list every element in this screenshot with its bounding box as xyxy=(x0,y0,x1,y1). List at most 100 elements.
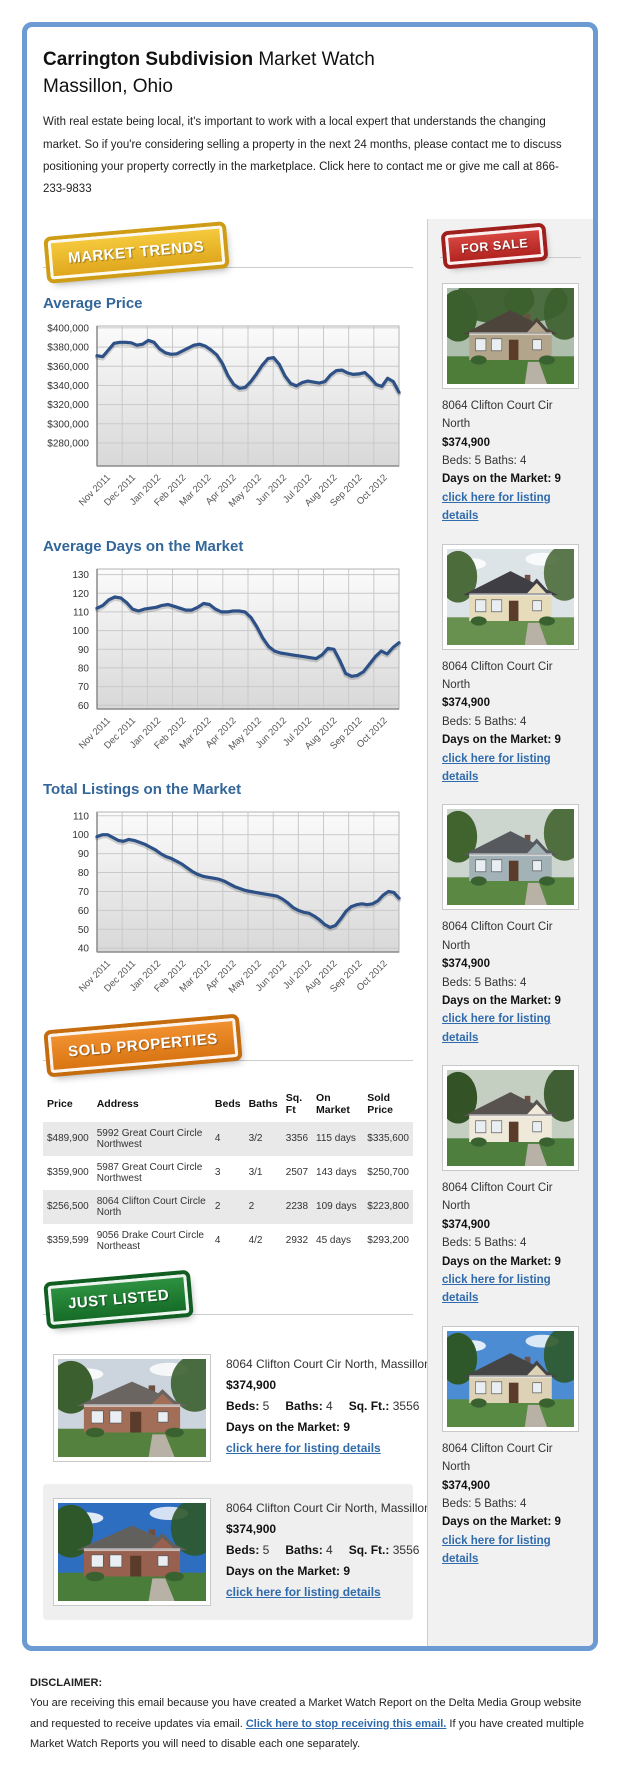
listing-days-on-market: Days on the Market: 9 xyxy=(226,1563,351,1578)
table-cell: 115 days xyxy=(316,1133,356,1145)
table-cell: 3/1 xyxy=(248,1167,263,1179)
unsubscribe-link[interactable]: Click here to stop receiving this email. xyxy=(245,1717,447,1730)
just-listed-badge: JUST LISTED xyxy=(47,1273,190,1325)
listing-details-link[interactable]: click here for listing details xyxy=(442,1534,551,1566)
listing-details-link[interactable]: click here for listing details xyxy=(442,491,551,523)
svg-text:70: 70 xyxy=(78,887,90,898)
svg-text:$340,000: $340,000 xyxy=(47,381,89,392)
listing-details-link[interactable]: click here for listing details xyxy=(442,1013,551,1044)
listing-beds-baths: Beds: 5 Baths: 4 xyxy=(442,976,527,989)
svg-text:90: 90 xyxy=(78,849,90,860)
email-frame: Carrington Subdivision Market Watch Massi… xyxy=(22,22,598,1651)
just-listed-item: 8064 Clifton Court Cir North, Massillon … xyxy=(43,1483,496,1620)
market-trends-header: MARKET TRENDS xyxy=(43,225,413,285)
page-subtitle: Massillon, Ohio xyxy=(43,75,173,97)
listing-info: 8064 Clifton Court Cir North $374,900 Be… xyxy=(442,1440,579,1569)
divider xyxy=(43,1059,413,1061)
column-header: Sq. Ft xyxy=(285,1091,303,1116)
table-header-row: Price Address Beds Baths Sq. Ft On Market Sold… xyxy=(43,1086,413,1122)
listing-beds-baths: Beds: 5 Baths: 4 xyxy=(442,1237,527,1250)
listing-days-on-market: Days on the Market: 9 xyxy=(442,734,561,747)
svg-text:100: 100 xyxy=(72,830,89,841)
for-sale-listing: 8064 Clifton Court Cir North $374,900 Be… xyxy=(442,1065,579,1308)
for-sale-listing: 8064 Clifton Court Cir North $374,900 Be… xyxy=(442,1325,579,1569)
for-sale-badge: FOR SALE xyxy=(444,226,545,266)
house-photo xyxy=(58,1502,206,1601)
listing-details-link[interactable]: click here for listing details xyxy=(442,752,551,783)
column-header: Sold Price xyxy=(367,1091,393,1116)
listing-price: $374,900 xyxy=(442,697,490,710)
for-sale-header: FOR SALE xyxy=(440,226,581,273)
chart-title-total-listings: Total Listings on the Market xyxy=(43,780,242,798)
listing-price: $374,900 xyxy=(226,1377,277,1392)
listing-price: $374,900 xyxy=(442,1479,490,1492)
table-cell: 8064 Clifton Court Circle North xyxy=(96,1195,206,1218)
table-cell: 4 xyxy=(214,1235,221,1247)
svg-text:60: 60 xyxy=(78,906,90,917)
column-header: Baths xyxy=(248,1097,278,1110)
sold-properties-badge: SOLD PROPERTIES xyxy=(47,1017,239,1073)
listing-price: $374,900 xyxy=(226,1521,277,1536)
table-cell: 5992 Great Court Circle Northwest xyxy=(96,1127,203,1150)
average-days-section: Average Days on the Market 130 120 110 100 9… xyxy=(43,538,413,767)
house-photo xyxy=(447,287,574,384)
average-days-chart: 130 120 110 100 90 80 70 60 Nov 2011 Dec 2011 Jan … xyxy=(43,561,413,767)
listing-info: 8064 Clifton Court Cir North $374,900 Be… xyxy=(442,1179,579,1308)
listing-address: 8064 Clifton Court Cir North xyxy=(442,399,553,431)
svg-text:40: 40 xyxy=(78,944,90,955)
market-trends-badge: MARKET TRENDS xyxy=(47,225,225,280)
table-row: $359,900 5987 Great Court Circle Northwes… xyxy=(43,1156,413,1190)
svg-text:80: 80 xyxy=(78,663,90,674)
svg-text:130: 130 xyxy=(72,570,89,581)
svg-text:70: 70 xyxy=(78,682,90,693)
just-listed-header: JUST LISTED xyxy=(43,1273,413,1332)
column-header: Address xyxy=(96,1097,139,1110)
listing-details-link[interactable]: click here for listing details xyxy=(442,1274,551,1305)
page-title: Carrington Subdivision Market Watch Massi… xyxy=(43,47,577,100)
listing-details-link[interactable]: click here for listing details xyxy=(226,1584,381,1599)
table-cell: 9056 Drake Court Circle Northeast xyxy=(96,1229,204,1252)
listing-price: $374,900 xyxy=(442,1218,490,1231)
listing-days-on-market: Days on the Market: 9 xyxy=(226,1419,351,1434)
house-photo xyxy=(447,1070,574,1167)
listing-days-on-market: Days on the Market: 9 xyxy=(442,473,561,486)
listing-spec: Baths: 4 xyxy=(285,1398,333,1413)
listing-photo xyxy=(442,543,579,650)
svg-text:$320,000: $320,000 xyxy=(47,400,89,411)
table-cell: 45 days xyxy=(316,1235,352,1247)
table-cell: $256,500 xyxy=(47,1201,89,1213)
svg-text:60: 60 xyxy=(78,701,90,712)
for-sale-listing: 8064 Clifton Court Cir North $374,900 Be… xyxy=(442,543,579,787)
listing-photo xyxy=(442,1325,579,1432)
listing-days-on-market: Days on the Market: 9 xyxy=(442,1516,561,1529)
listing-spec: Sq. Ft.: 3556 xyxy=(348,1398,420,1413)
listing-spec: Baths: 4 xyxy=(285,1542,333,1557)
svg-text:$280,000: $280,000 xyxy=(47,438,89,449)
listing-info: 8064 Clifton Court Cir North $374,900 Be… xyxy=(442,918,579,1047)
table-cell: 5987 Great Court Circle Northwest xyxy=(96,1161,203,1184)
svg-text:$400,000: $400,000 xyxy=(47,323,89,334)
table-cell: $359,599 xyxy=(47,1235,89,1247)
report-name: Market Watch xyxy=(253,49,375,70)
line-chart: $400,000 $380,000 $360,000 $340,000 $320,000… xyxy=(47,323,402,510)
just-listed-item: 8064 Clifton Court Cir North, Massillon … xyxy=(43,1340,496,1476)
table-cell: 3/2 xyxy=(248,1133,263,1145)
for-sale-listing: 8064 Clifton Court Cir North $374,900 Be… xyxy=(442,804,579,1047)
svg-text:100: 100 xyxy=(72,626,89,637)
svg-text:$360,000: $360,000 xyxy=(47,362,89,373)
total-listings-section: Total Listings on the Market 110 100 90 80 7… xyxy=(43,781,413,1010)
column-header: On Market xyxy=(316,1091,350,1116)
svg-text:$300,000: $300,000 xyxy=(47,419,89,430)
table-cell: 143 days xyxy=(316,1167,357,1179)
listing-info: 8064 Clifton Court Cir North $374,900 Be… xyxy=(442,397,579,526)
svg-text:110: 110 xyxy=(73,811,89,822)
disclaimer: DISCLAIMER: You are receiving this email… xyxy=(30,1673,590,1754)
table-cell: 3 xyxy=(214,1167,221,1179)
sold-properties-header: SOLD PROPERTIES xyxy=(43,1017,413,1078)
table-cell: 4 xyxy=(214,1133,221,1145)
svg-text:$380,000: $380,000 xyxy=(47,342,89,353)
listing-details-link[interactable]: click here for listing details xyxy=(226,1440,381,1455)
listing-days-on-market: Days on the Market: 9 xyxy=(442,994,561,1007)
listing-spec: Beds: 5 xyxy=(226,1398,270,1413)
for-sale-listing: 8064 Clifton Court Cir North $374,900 Be… xyxy=(442,282,579,526)
